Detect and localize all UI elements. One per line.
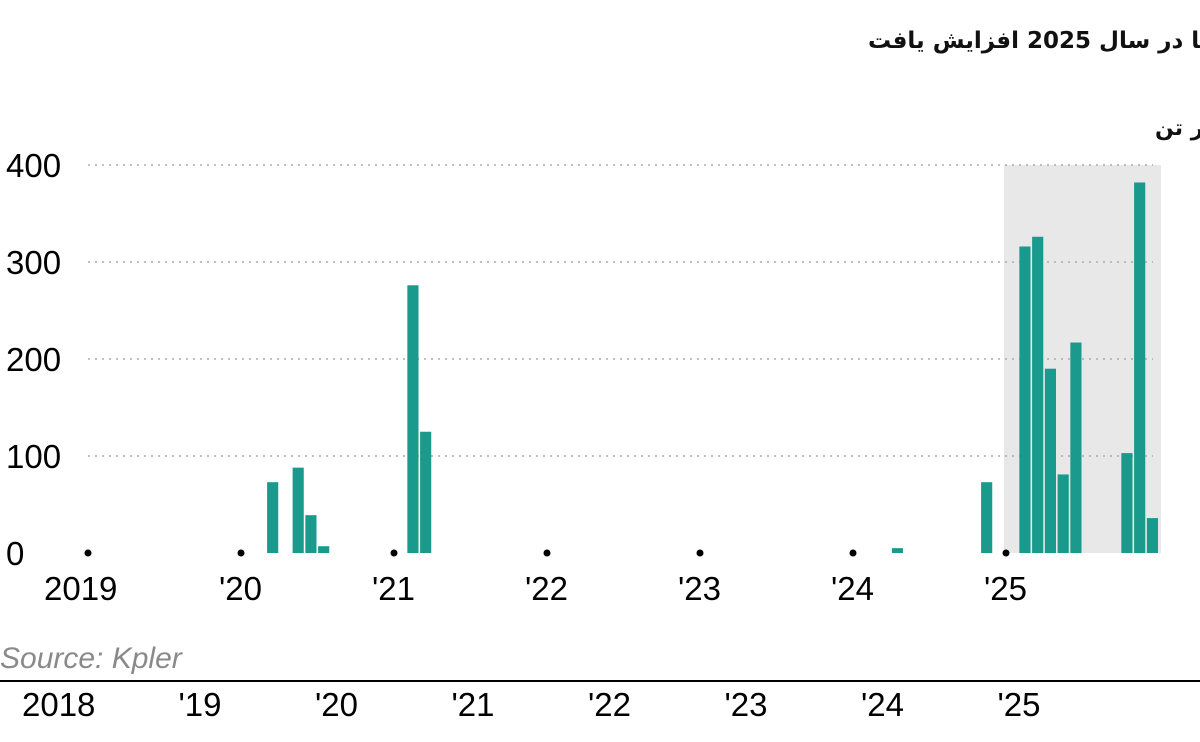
bar <box>1019 246 1031 554</box>
y-tick-label: 400 <box>6 147 61 184</box>
y-tick-label: 100 <box>6 438 61 475</box>
bar <box>420 431 432 553</box>
grid-layer <box>88 164 1153 457</box>
bottom-axis-label: '19 <box>179 686 222 723</box>
y-ticks-layer: 0 100 200 300 400 <box>6 147 61 572</box>
y-tick-label: 0 <box>6 535 24 572</box>
chart-subtitle: ماهانه، بر حسب هزار تن <box>1155 116 1200 141</box>
bar <box>1121 453 1133 553</box>
year-dot <box>849 549 857 557</box>
bar <box>305 515 317 553</box>
x-tick-label: '23 <box>678 570 721 607</box>
bottom-axis-label: '21 <box>452 686 495 723</box>
year-dot <box>543 549 551 557</box>
x-tick-label: '25 <box>984 570 1027 607</box>
bar <box>407 285 419 553</box>
x-dots-layer <box>84 549 1010 557</box>
x-tick-label: '21 <box>372 570 415 607</box>
year-dot <box>237 549 245 557</box>
bar <box>267 482 279 553</box>
x-tick-label: 2019 <box>44 570 117 607</box>
bottom-axis-label: 2018 <box>22 686 95 723</box>
x-tick-label: '24 <box>831 570 874 607</box>
bottom-axis-label: '24 <box>861 686 904 723</box>
bar <box>318 546 330 553</box>
y-tick-label: 200 <box>6 341 61 378</box>
bar <box>292 467 304 553</box>
bar <box>891 548 903 553</box>
bottom-axis-label: '23 <box>725 686 768 723</box>
year-dot <box>390 549 398 557</box>
x-tick-label: '20 <box>219 570 262 607</box>
bottom-axis-label: '25 <box>998 686 1041 723</box>
bar <box>1070 342 1082 553</box>
year-dot <box>1002 549 1010 557</box>
chart-title: واردات ذرت ویتنام از آمریکا در سال 2025 … <box>868 25 1200 54</box>
bar <box>1057 474 1069 553</box>
bar <box>1032 236 1044 553</box>
y-tick-label: 300 <box>6 244 61 281</box>
bars-layer <box>267 182 1158 554</box>
x-tick-label: '22 <box>525 570 568 607</box>
year-dot <box>696 549 704 557</box>
bottom-axis-label: '20 <box>315 686 358 723</box>
bar <box>1044 368 1056 553</box>
source-note: Source: Kpler <box>0 642 183 675</box>
bar <box>1146 518 1158 553</box>
x-ticks-layer: 2019 '20 '21 '22 '23 '24 '25 <box>44 570 1027 607</box>
year-dot <box>84 549 92 557</box>
bottom-axis-label: '22 <box>588 686 631 723</box>
bar <box>981 482 993 553</box>
bar <box>1134 182 1146 553</box>
bottom-axis-layer: 2018 '19 '20 '21 '22 '23 '24 '25 <box>0 680 1200 723</box>
